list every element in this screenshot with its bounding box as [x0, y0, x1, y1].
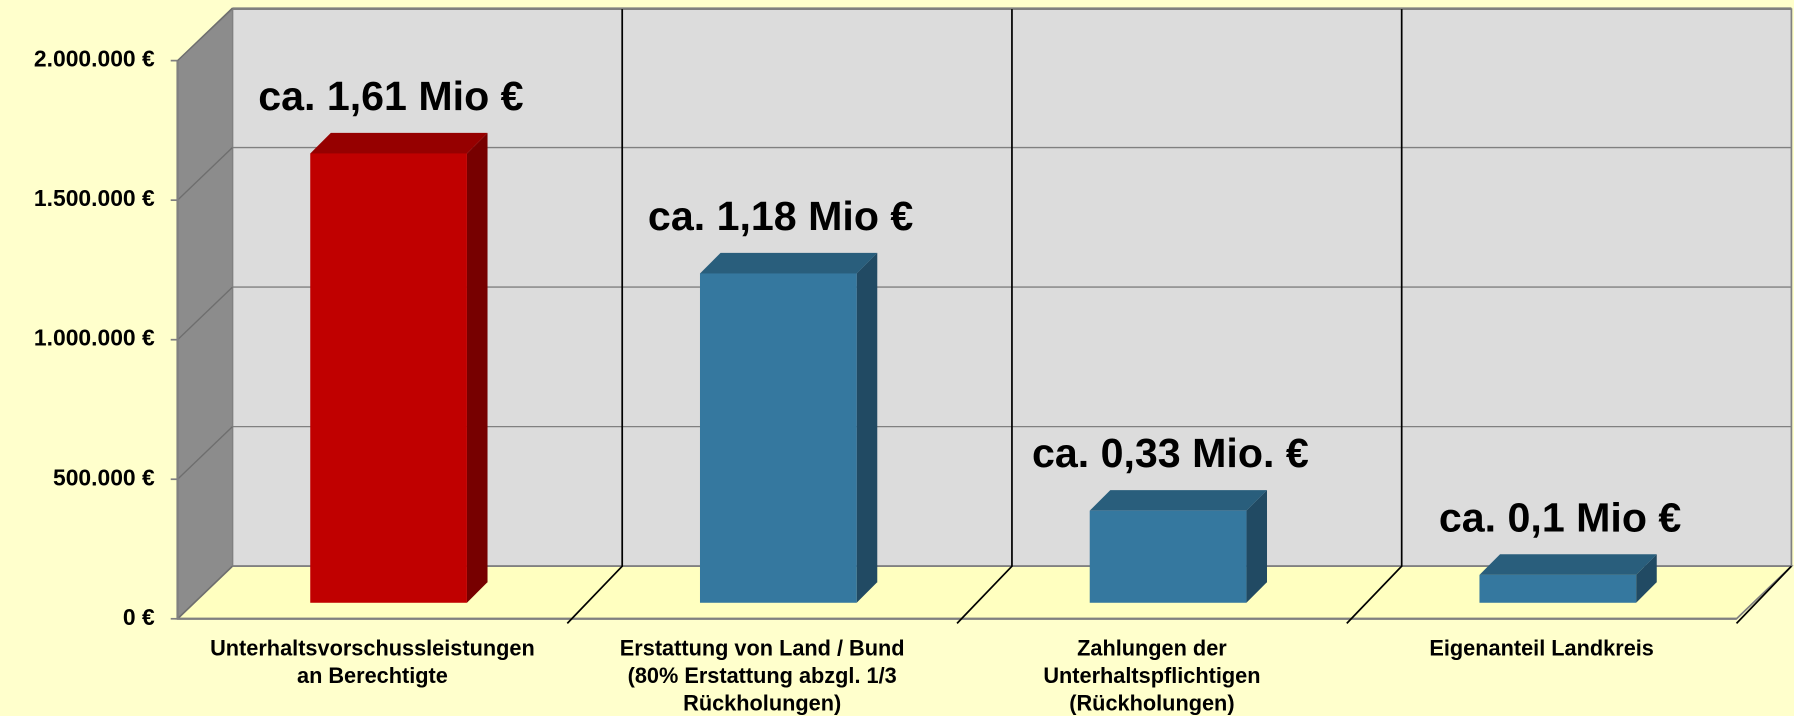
bar-side [856, 252, 878, 603]
bar-side [466, 132, 488, 603]
data-label: ca. 0,1 Mio € [1439, 494, 1682, 540]
data-label: ca. 1,61 Mio € [258, 73, 523, 119]
divider [1735, 565, 1793, 624]
data-label: ca. 0,33 Mio. € [1032, 430, 1309, 476]
x-tick-label: Erstattung von Land / Bund (80% Erstattun… [620, 635, 905, 715]
grid-line [177, 7, 233, 62]
bar-top [1479, 554, 1657, 575]
x-tick-label: Zahlungen der Unterhaltspflichtigen (Rückh… [1043, 635, 1260, 715]
divider [1346, 9, 1403, 624]
grid-line [177, 565, 233, 620]
bar-top [699, 252, 878, 274]
x-tick-label: Unterhaltsvorschussleistungen an Berechti… [210, 635, 535, 687]
bar-side [1246, 490, 1268, 603]
y-tick-label: 1.500.000 € [34, 185, 155, 211]
bar-top [310, 132, 488, 154]
bar [1089, 510, 1247, 603]
divider [956, 9, 1013, 624]
y-tick-label: 2.000.000 € [34, 46, 155, 72]
grid-line [177, 286, 233, 341]
y-tick-label: 500.000 € [53, 464, 155, 490]
grid-line [177, 147, 233, 201]
data-label: ca. 1,18 Mio € [648, 193, 913, 239]
bar-side [1636, 554, 1657, 603]
grid-line [177, 426, 233, 480]
bar [1479, 574, 1637, 603]
bar [699, 273, 857, 603]
bar [310, 153, 467, 603]
x-tick-label: Eigenanteil Landkreis [1429, 635, 1654, 660]
y-tick-label: 1.000.000 € [34, 325, 155, 351]
divider [566, 9, 624, 624]
y-tick-label: 0 € [123, 604, 155, 630]
bar-top [1089, 490, 1268, 511]
